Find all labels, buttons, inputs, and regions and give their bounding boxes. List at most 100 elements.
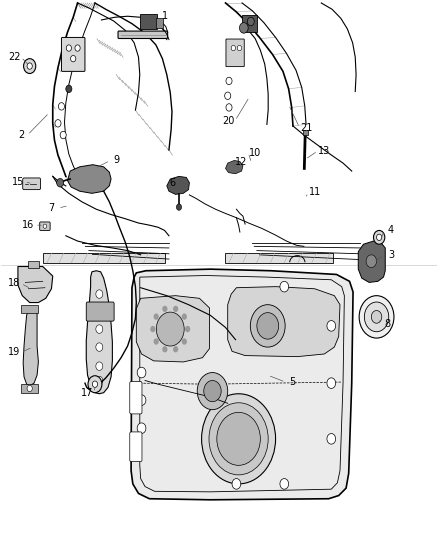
FancyBboxPatch shape bbox=[130, 432, 142, 462]
Text: 18: 18 bbox=[8, 278, 21, 288]
Circle shape bbox=[204, 381, 221, 402]
Text: 12: 12 bbox=[235, 157, 247, 166]
Text: 22: 22 bbox=[8, 52, 21, 62]
Circle shape bbox=[55, 119, 61, 127]
Circle shape bbox=[96, 290, 103, 298]
Text: 2: 2 bbox=[18, 130, 24, 140]
Circle shape bbox=[71, 55, 76, 62]
Text: 19: 19 bbox=[8, 348, 21, 358]
Circle shape bbox=[185, 326, 190, 332]
Circle shape bbox=[327, 433, 336, 444]
Polygon shape bbox=[18, 266, 53, 303]
Polygon shape bbox=[136, 296, 209, 362]
Bar bbox=[156, 18, 163, 28]
Circle shape bbox=[27, 63, 32, 69]
Bar bbox=[140, 14, 157, 29]
Text: 15: 15 bbox=[12, 176, 24, 187]
Circle shape bbox=[66, 45, 71, 51]
Polygon shape bbox=[131, 269, 353, 500]
Bar bbox=[21, 305, 39, 313]
FancyBboxPatch shape bbox=[61, 37, 85, 71]
Circle shape bbox=[280, 281, 289, 292]
Circle shape bbox=[137, 367, 146, 378]
Circle shape bbox=[96, 376, 103, 385]
Text: 8: 8 bbox=[385, 319, 391, 329]
Polygon shape bbox=[86, 271, 113, 394]
Circle shape bbox=[96, 308, 103, 316]
Circle shape bbox=[154, 338, 159, 345]
Circle shape bbox=[225, 92, 231, 100]
Circle shape bbox=[374, 230, 385, 244]
Circle shape bbox=[57, 179, 64, 187]
Circle shape bbox=[217, 413, 260, 465]
Circle shape bbox=[209, 403, 268, 475]
Circle shape bbox=[43, 224, 47, 228]
Circle shape bbox=[280, 479, 289, 489]
FancyBboxPatch shape bbox=[130, 382, 142, 414]
Circle shape bbox=[232, 479, 241, 489]
Polygon shape bbox=[358, 241, 385, 282]
FancyBboxPatch shape bbox=[40, 222, 50, 230]
Circle shape bbox=[92, 381, 98, 387]
Circle shape bbox=[27, 385, 32, 392]
Circle shape bbox=[182, 313, 187, 320]
Polygon shape bbox=[23, 309, 39, 386]
Text: 11: 11 bbox=[309, 187, 321, 197]
Circle shape bbox=[237, 45, 242, 51]
Text: 5: 5 bbox=[289, 377, 295, 387]
Circle shape bbox=[96, 362, 103, 370]
Circle shape bbox=[24, 59, 36, 74]
Circle shape bbox=[366, 255, 377, 268]
Circle shape bbox=[96, 343, 103, 351]
Text: 4: 4 bbox=[388, 225, 394, 236]
Circle shape bbox=[197, 373, 228, 410]
Circle shape bbox=[257, 313, 279, 339]
Text: 17: 17 bbox=[81, 387, 94, 398]
Circle shape bbox=[364, 302, 389, 332]
Circle shape bbox=[247, 17, 254, 26]
FancyBboxPatch shape bbox=[86, 302, 114, 321]
Bar bbox=[28, 261, 39, 268]
FancyBboxPatch shape bbox=[118, 31, 168, 38]
Bar bbox=[303, 130, 308, 135]
Circle shape bbox=[327, 320, 336, 331]
Circle shape bbox=[240, 22, 248, 33]
Circle shape bbox=[231, 45, 236, 51]
Circle shape bbox=[173, 306, 178, 312]
Text: 10: 10 bbox=[248, 148, 261, 158]
Circle shape bbox=[327, 378, 336, 389]
Text: 1: 1 bbox=[162, 11, 168, 21]
Circle shape bbox=[156, 312, 184, 346]
Circle shape bbox=[150, 326, 155, 332]
Bar bbox=[43, 253, 165, 263]
Circle shape bbox=[58, 103, 64, 110]
Text: 3: 3 bbox=[388, 250, 394, 260]
Polygon shape bbox=[226, 160, 243, 174]
Polygon shape bbox=[67, 165, 111, 193]
Circle shape bbox=[251, 305, 285, 347]
Text: 13: 13 bbox=[318, 146, 330, 156]
Text: 6: 6 bbox=[169, 177, 175, 188]
Circle shape bbox=[182, 338, 187, 345]
Text: 20: 20 bbox=[223, 116, 235, 126]
Circle shape bbox=[66, 85, 72, 93]
Circle shape bbox=[359, 296, 394, 338]
Circle shape bbox=[226, 77, 232, 85]
Circle shape bbox=[226, 104, 232, 111]
Circle shape bbox=[60, 131, 66, 139]
Circle shape bbox=[377, 234, 382, 240]
Circle shape bbox=[201, 394, 276, 484]
Circle shape bbox=[162, 346, 167, 352]
Circle shape bbox=[75, 45, 80, 51]
Circle shape bbox=[177, 204, 182, 211]
Text: 21: 21 bbox=[300, 123, 312, 133]
Bar bbox=[242, 14, 257, 31]
Circle shape bbox=[88, 376, 102, 393]
Circle shape bbox=[137, 395, 146, 406]
FancyBboxPatch shape bbox=[226, 39, 244, 67]
Text: 7: 7 bbox=[48, 203, 55, 213]
Polygon shape bbox=[167, 176, 189, 195]
Circle shape bbox=[162, 306, 167, 312]
Circle shape bbox=[96, 325, 103, 333]
Circle shape bbox=[137, 423, 146, 433]
